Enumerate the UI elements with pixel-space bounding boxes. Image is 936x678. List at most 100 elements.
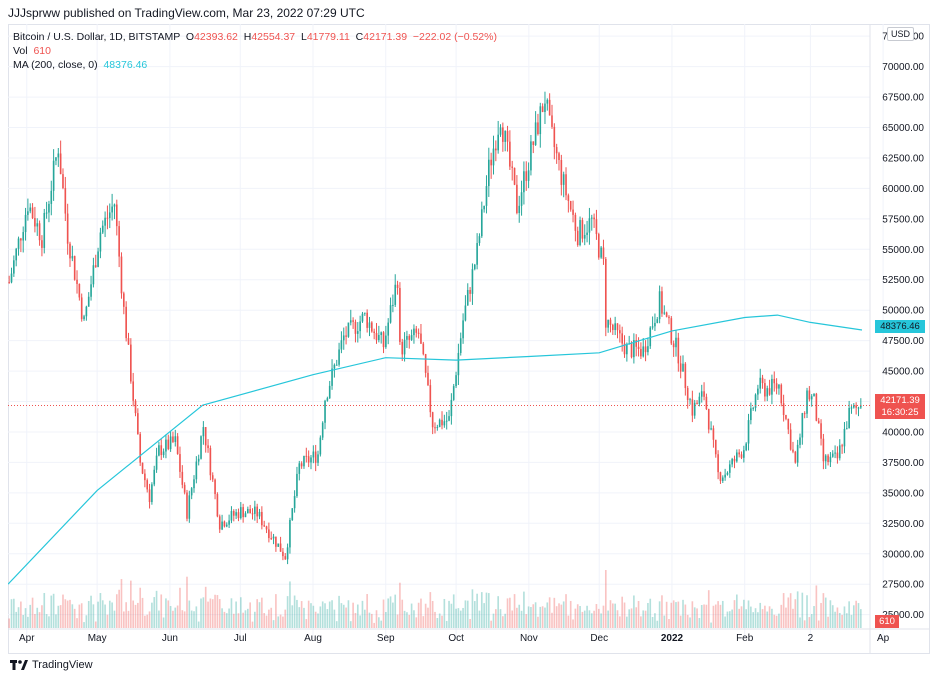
candle-body <box>228 520 230 525</box>
volume-bar <box>29 604 32 628</box>
candle-body <box>387 322 390 336</box>
candle-body <box>242 507 244 518</box>
volume-bar <box>476 593 478 628</box>
candle-body <box>731 458 733 465</box>
volume-bar <box>747 600 750 628</box>
candle-body <box>726 472 729 475</box>
volume-bar <box>569 600 572 628</box>
candle-body <box>663 312 666 314</box>
volume-bar <box>551 612 553 628</box>
volume-bar <box>375 610 378 628</box>
candle-body <box>69 243 71 259</box>
candle-body <box>382 332 385 348</box>
candle-body <box>450 399 453 417</box>
volume-bar <box>130 580 132 628</box>
candle-body <box>265 526 268 530</box>
volume-bar <box>125 602 127 628</box>
price-chart[interactable]: 72500.0070000.0067500.0065000.0062500.00… <box>8 24 930 654</box>
candle-body <box>801 413 804 438</box>
legend-volume-row[interactable]: Vol 610 <box>13 44 497 58</box>
volume-bar <box>857 603 860 628</box>
candle-body <box>62 174 64 189</box>
volume-bar <box>209 598 212 628</box>
volume-bar <box>647 603 649 628</box>
candle-body <box>176 436 179 455</box>
volume-bar <box>679 615 682 628</box>
volume-bar <box>726 611 729 628</box>
volume-bar <box>677 601 680 628</box>
price-tick-label: 37500.00 <box>882 458 924 469</box>
volume-bar <box>600 613 602 628</box>
candle-body <box>125 306 127 339</box>
candle-body <box>247 508 249 514</box>
volume-bar <box>85 615 88 628</box>
candle-body <box>796 444 799 463</box>
high-label: H <box>243 31 252 43</box>
candle-body <box>480 209 483 237</box>
candle-body <box>441 419 443 426</box>
candle-body <box>817 420 820 424</box>
volume-bar <box>385 612 387 628</box>
tradingview-logo-icon <box>10 660 28 670</box>
candle-body <box>359 321 361 332</box>
candle-body <box>787 418 790 430</box>
candle-body <box>333 364 336 369</box>
volume-bar <box>71 604 74 628</box>
candle-body <box>87 296 90 307</box>
candle-body <box>115 204 118 227</box>
candle-body <box>548 99 551 116</box>
candle-body <box>13 260 15 274</box>
legend-ma-row[interactable]: MA (200, close, 0) 48376.46 <box>13 58 497 72</box>
candle-body <box>249 508 251 514</box>
candle-body <box>619 330 621 334</box>
candle-body <box>207 445 209 449</box>
candle-body <box>275 536 277 547</box>
volume-bar <box>651 616 654 628</box>
candle-body <box>197 458 200 462</box>
candle-body <box>752 407 755 409</box>
candle-body <box>167 439 170 450</box>
volume-bar <box>810 614 813 628</box>
candle-body <box>590 217 593 219</box>
volume-bar <box>52 593 55 628</box>
volume-bar <box>27 616 29 628</box>
candle-body <box>764 383 766 397</box>
candle-body <box>838 445 841 459</box>
volume-bar <box>293 595 296 628</box>
volume-bar <box>546 602 549 628</box>
candle-body <box>101 225 104 233</box>
volume-bar <box>99 593 102 628</box>
candle-body <box>595 219 598 235</box>
volume-bar <box>705 604 708 628</box>
candle-body <box>576 230 579 245</box>
candle-body <box>761 377 764 384</box>
volume-bar <box>144 615 146 628</box>
currency-badge[interactable]: USD <box>887 27 915 41</box>
candle-body <box>22 232 25 241</box>
volume-bar <box>202 597 205 628</box>
volume-bar <box>801 592 804 628</box>
footer-brand[interactable]: TradingView <box>10 656 93 674</box>
candle-body <box>792 449 794 452</box>
candle-body <box>518 205 521 213</box>
volume-bar <box>619 616 621 628</box>
candle-body <box>665 312 668 317</box>
candle-body <box>806 390 808 414</box>
volume-bar <box>588 610 591 628</box>
volume-bar <box>822 593 825 628</box>
candle-body <box>254 506 256 514</box>
candle-body <box>569 200 572 210</box>
legend-symbol-row[interactable]: Bitcoin / U.S. Dollar, 1D, BITSTAMP O423… <box>13 30 497 44</box>
candle-body <box>640 348 642 357</box>
volume-bar <box>211 599 214 628</box>
candle-body <box>434 427 436 429</box>
candle-body <box>190 488 193 496</box>
volume-bar <box>197 621 200 628</box>
candle-body <box>172 436 174 442</box>
candle-body <box>759 377 762 389</box>
candle-body <box>300 463 303 467</box>
volume-bar <box>562 601 565 628</box>
candle-body <box>17 238 20 249</box>
volume-bar <box>90 595 92 628</box>
candle-body <box>438 419 441 428</box>
